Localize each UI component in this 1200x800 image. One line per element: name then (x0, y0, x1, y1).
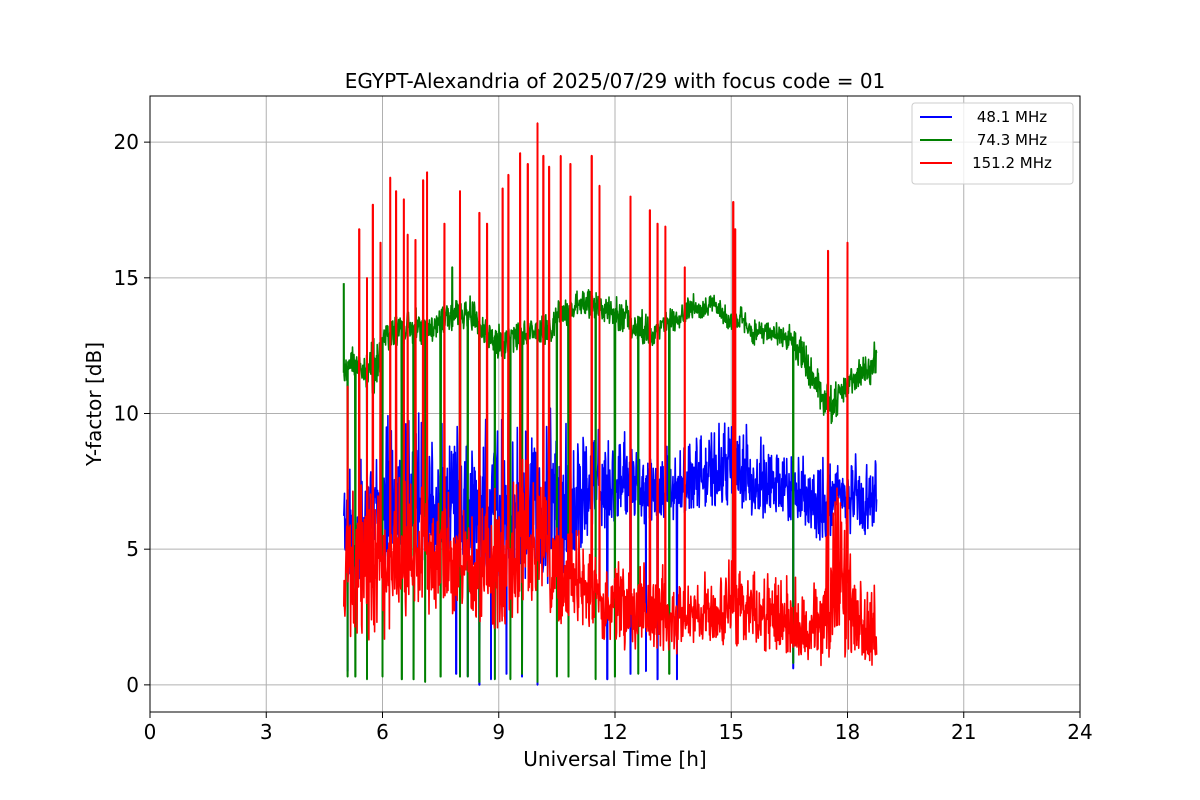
x-tick-label: 6 (376, 720, 389, 744)
x-tick-label: 3 (260, 720, 273, 744)
series-74-3-mhz (342, 266, 878, 683)
legend-label: 48.1 MHz (977, 108, 1047, 126)
x-tick-label: 0 (144, 720, 157, 744)
series-line (343, 122, 878, 667)
legend-label: 74.3 MHz (977, 131, 1047, 149)
series-151-2-mhz (343, 122, 878, 667)
x-tick-label: 15 (719, 720, 744, 744)
plot-series (342, 122, 878, 686)
legend: 48.1 MHz 74.3 MHz 151.2 MHz (911, 102, 1074, 185)
legend-item: 74.3 MHz (920, 131, 1047, 149)
x-tick-label: 24 (1067, 720, 1092, 744)
x-tick-label: 21 (951, 720, 976, 744)
y-tick-label: 10 (114, 401, 139, 425)
axis-ticks: 0 3 6 9 12 15 18 21 24 0 5 10 15 20 (114, 130, 1093, 744)
x-tick-label: 12 (602, 720, 627, 744)
series-line (343, 407, 878, 686)
x-tick-label: 9 (492, 720, 505, 744)
y-tick-label: 5 (126, 537, 139, 561)
y-tick-label: 0 (126, 673, 139, 697)
chart-title: EGYPT-Alexandria of 2025/07/29 with focu… (345, 69, 886, 93)
x-tick-label: 18 (835, 720, 860, 744)
legend-box (911, 102, 1074, 185)
y-tick-label: 20 (114, 130, 139, 154)
series-line (343, 266, 878, 683)
legend-item: 48.1 MHz (920, 108, 1047, 126)
legend-item: 151.2 MHz (920, 154, 1052, 172)
y-tick-label: 15 (114, 266, 139, 290)
y-axis-label: Y-factor [dB] (82, 342, 106, 467)
x-axis-label: Universal Time [h] (523, 747, 706, 771)
legend-label: 151.2 MHz (972, 154, 1052, 172)
